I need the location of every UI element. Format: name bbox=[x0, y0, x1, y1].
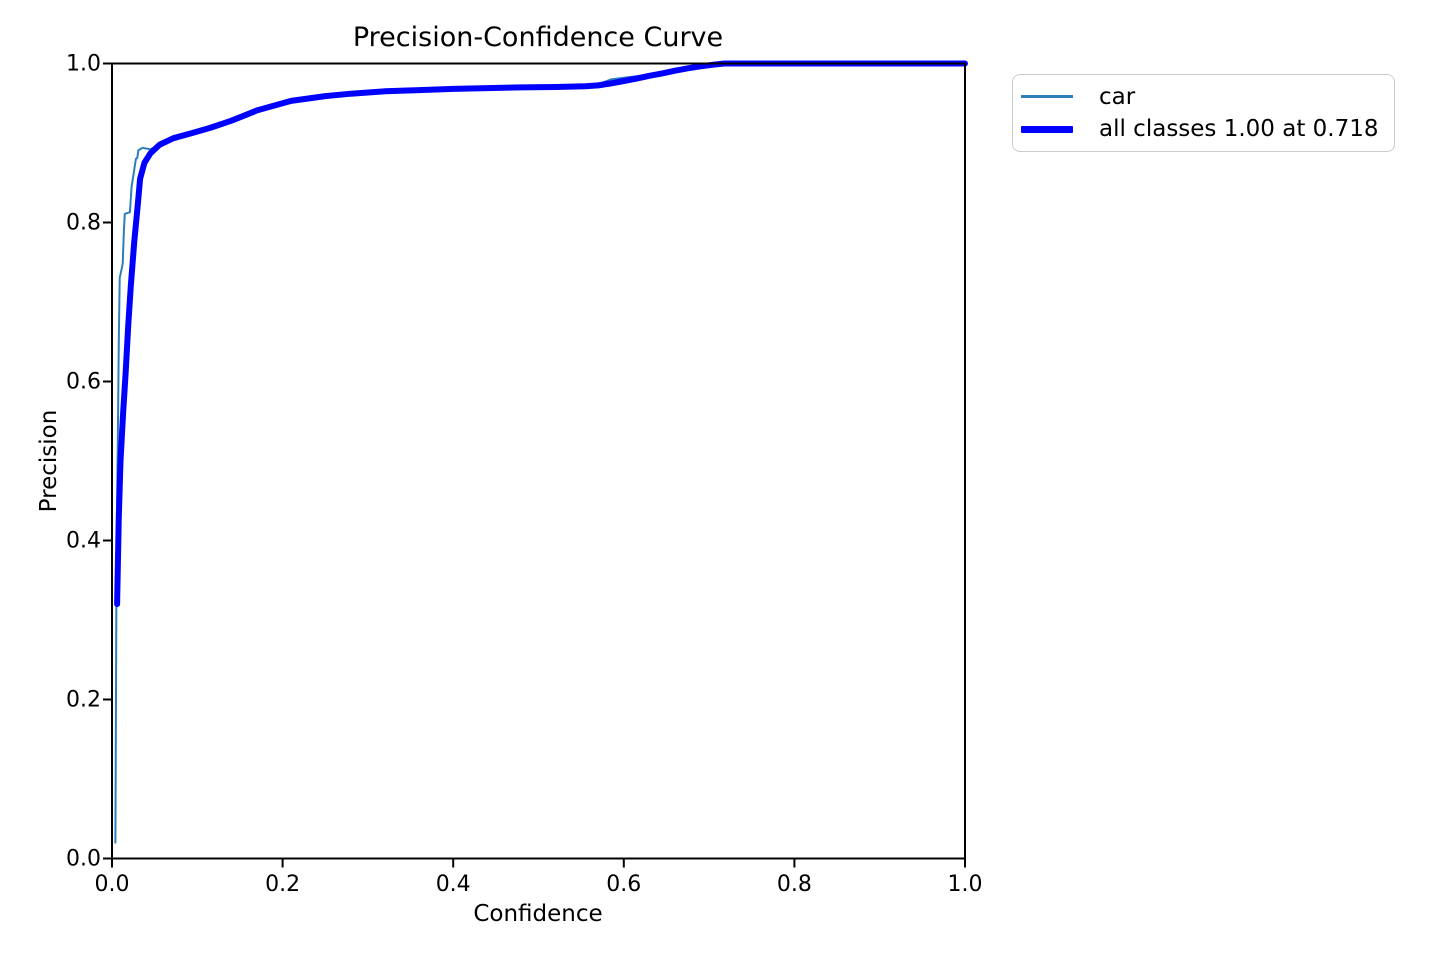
legend-row-all-classes: all classes 1.00 at 0.718 bbox=[1021, 116, 1384, 142]
x-tick-label: 0.2 bbox=[265, 872, 301, 897]
legend-label-all-classes: all classes 1.00 at 0.718 bbox=[1099, 116, 1379, 143]
axes-frame bbox=[111, 62, 966, 860]
y-tick-label: 0.4 bbox=[66, 528, 101, 553]
x-tick-label: 0.8 bbox=[776, 872, 812, 897]
x-tick-label: 0.4 bbox=[435, 872, 471, 897]
y-tick-label: 0.6 bbox=[66, 369, 101, 394]
y-tick-label: 0.8 bbox=[66, 210, 101, 235]
x-tick-label: 0.0 bbox=[94, 872, 130, 897]
y-tick-label: 1.0 bbox=[66, 51, 101, 76]
y-tick-label: 0.2 bbox=[66, 687, 101, 712]
x-tick-label: 0.6 bbox=[606, 872, 642, 897]
car-line-swatch bbox=[1021, 95, 1073, 99]
legend-box: car all classes 1.00 at 0.718 bbox=[1012, 74, 1395, 152]
y-tick-label: 0.0 bbox=[66, 846, 101, 871]
x-tick-label: 1.0 bbox=[947, 872, 983, 897]
series-line-car bbox=[114, 62, 966, 844]
chart-title: Precision-Confidence Curve bbox=[352, 22, 724, 53]
x-axis-label: Confidence bbox=[473, 901, 603, 927]
y-axis-label: Precision bbox=[36, 409, 62, 513]
series-line-all-classes bbox=[114, 60, 968, 608]
all-classes-line-swatch bbox=[1021, 125, 1073, 133]
legend-row-car: car bbox=[1021, 84, 1384, 110]
legend-label-car: car bbox=[1099, 83, 1136, 110]
